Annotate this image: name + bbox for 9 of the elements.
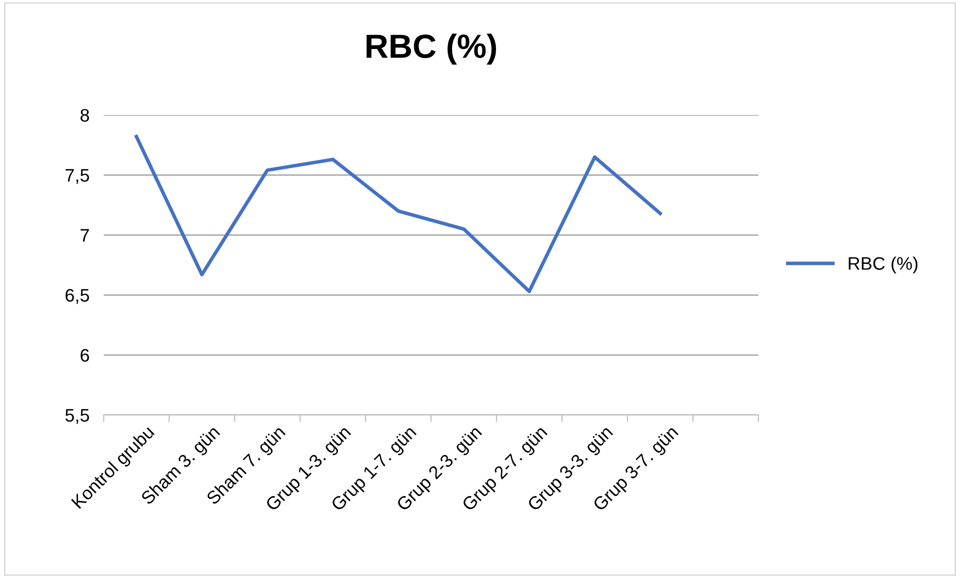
y-tick-label: 5,5	[65, 409, 90, 424]
y-tick-label: 8	[80, 108, 90, 122]
y-tick-label: 6	[80, 348, 89, 362]
legend-label: RBC (%)	[848, 256, 918, 274]
line-series	[134, 134, 662, 294]
y-tick-label: 6,5	[66, 288, 90, 304]
y-tick-label: 7,5	[66, 169, 90, 184]
chart-title: RBC (%)	[366, 34, 496, 65]
y-tick-label: 7	[80, 229, 89, 242]
